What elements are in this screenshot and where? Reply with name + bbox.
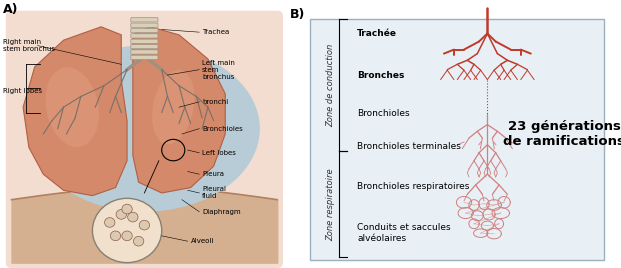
Text: Diaphragm: Diaphragm [202,209,241,215]
Text: Alveoli: Alveoli [191,238,214,244]
FancyBboxPatch shape [131,18,158,22]
FancyBboxPatch shape [131,23,158,27]
Circle shape [134,236,144,246]
Text: Trachea: Trachea [202,29,229,35]
Text: B): B) [290,8,306,21]
Text: 23 générations
de ramifications: 23 générations de ramifications [503,120,621,148]
FancyBboxPatch shape [131,44,158,49]
Text: Right lobes: Right lobes [3,88,42,94]
Text: Bronchioles terminales: Bronchioles terminales [357,142,461,151]
Polygon shape [23,27,127,196]
Circle shape [116,210,127,219]
Text: Bronchioles: Bronchioles [202,126,243,132]
Text: Left lobes: Left lobes [202,150,236,156]
Text: Right main
stem bronchus: Right main stem bronchus [3,39,55,52]
Circle shape [122,231,132,241]
FancyBboxPatch shape [131,50,158,54]
Circle shape [111,231,120,241]
Text: Bronchioles: Bronchioles [357,109,410,118]
FancyBboxPatch shape [131,28,158,33]
Ellipse shape [152,70,194,144]
FancyBboxPatch shape [310,19,604,260]
Ellipse shape [45,67,99,147]
Ellipse shape [29,46,260,212]
Circle shape [93,198,161,263]
Text: Trachée: Trachée [357,29,397,38]
Circle shape [128,212,138,222]
Polygon shape [133,27,225,193]
Text: Zone de conduction: Zone de conduction [326,43,335,127]
Text: Conduits et saccules
alvéolaires: Conduits et saccules alvéolaires [357,224,451,243]
FancyBboxPatch shape [131,55,158,59]
Text: bronchi: bronchi [202,99,229,105]
Text: Bronches: Bronches [357,70,404,80]
FancyBboxPatch shape [6,11,283,268]
FancyBboxPatch shape [131,34,158,38]
Text: Pleura: Pleura [202,171,224,177]
Circle shape [122,204,132,214]
Text: Bronchioles respiratoires: Bronchioles respiratoires [357,182,469,191]
Text: Left main
stem
bronchus: Left main stem bronchus [202,60,235,80]
Circle shape [139,220,150,230]
Circle shape [104,218,115,227]
Text: A): A) [3,3,19,16]
FancyBboxPatch shape [131,39,158,43]
Text: Zone respiratoire: Zone respiratoire [326,168,335,241]
Text: Pleural
fluid: Pleural fluid [202,187,226,199]
